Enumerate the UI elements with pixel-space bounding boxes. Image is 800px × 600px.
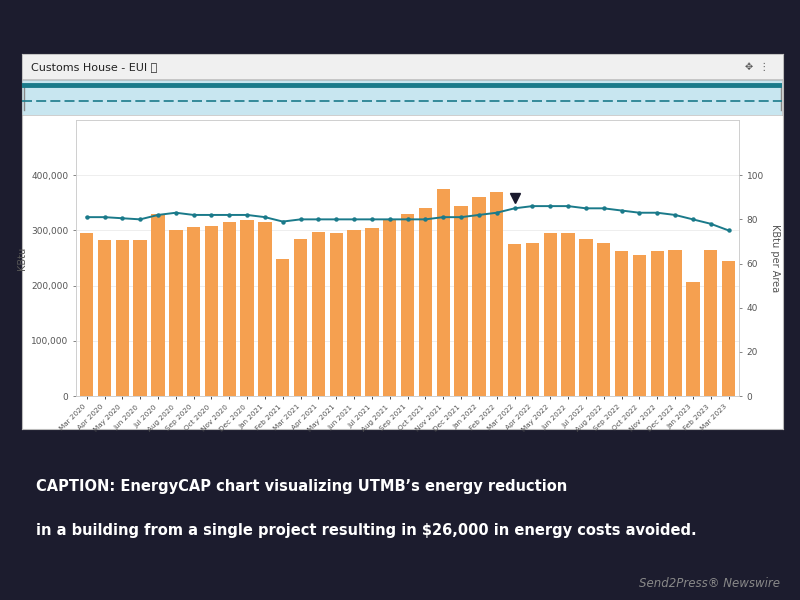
Bar	[151, 214, 165, 396]
Bar	[490, 192, 503, 396]
Text: in a building from a single project resulting in $26,000 in energy costs avoided: in a building from a single project resu…	[36, 523, 697, 538]
Bar	[187, 227, 200, 396]
Bar	[704, 250, 718, 396]
Bar	[276, 259, 290, 396]
Bar	[722, 261, 735, 396]
Bar	[330, 233, 343, 396]
Bar	[508, 244, 522, 396]
Bar	[241, 220, 254, 396]
Bar	[80, 233, 94, 396]
Text: ✥  ⋮: ✥ ⋮	[746, 62, 770, 71]
Bar	[116, 241, 129, 396]
Bar	[526, 242, 539, 396]
Bar	[668, 250, 682, 396]
Bar	[686, 282, 699, 396]
Bar	[383, 220, 397, 396]
Bar	[134, 240, 147, 396]
Bar	[205, 226, 218, 396]
Text: Customs House - EUI ⓘ: Customs House - EUI ⓘ	[30, 62, 157, 71]
Bar	[633, 255, 646, 396]
Text: CAPTION: EnergyCAP chart visualizing UTMB’s energy reduction: CAPTION: EnergyCAP chart visualizing UTM…	[36, 479, 567, 494]
Bar	[169, 230, 182, 396]
Bar	[650, 251, 664, 396]
Bar	[437, 189, 450, 396]
Bar	[366, 227, 378, 396]
Bar	[454, 206, 468, 396]
Bar	[562, 233, 574, 396]
Bar	[312, 232, 325, 396]
Bar	[472, 197, 486, 396]
Bar	[615, 251, 628, 396]
Y-axis label: KBtu per Area: KBtu per Area	[770, 224, 780, 292]
Bar	[347, 230, 361, 396]
Bar	[258, 222, 272, 396]
Y-axis label: KBtu: KBtu	[17, 247, 27, 269]
Bar	[543, 233, 557, 396]
Bar	[294, 239, 307, 396]
Bar	[401, 214, 414, 396]
Bar	[222, 222, 236, 396]
Bar	[597, 242, 610, 396]
Bar	[579, 239, 593, 396]
Text: Send2Press® Newswire: Send2Press® Newswire	[639, 577, 780, 590]
Bar	[98, 241, 111, 396]
Bar	[418, 208, 432, 396]
